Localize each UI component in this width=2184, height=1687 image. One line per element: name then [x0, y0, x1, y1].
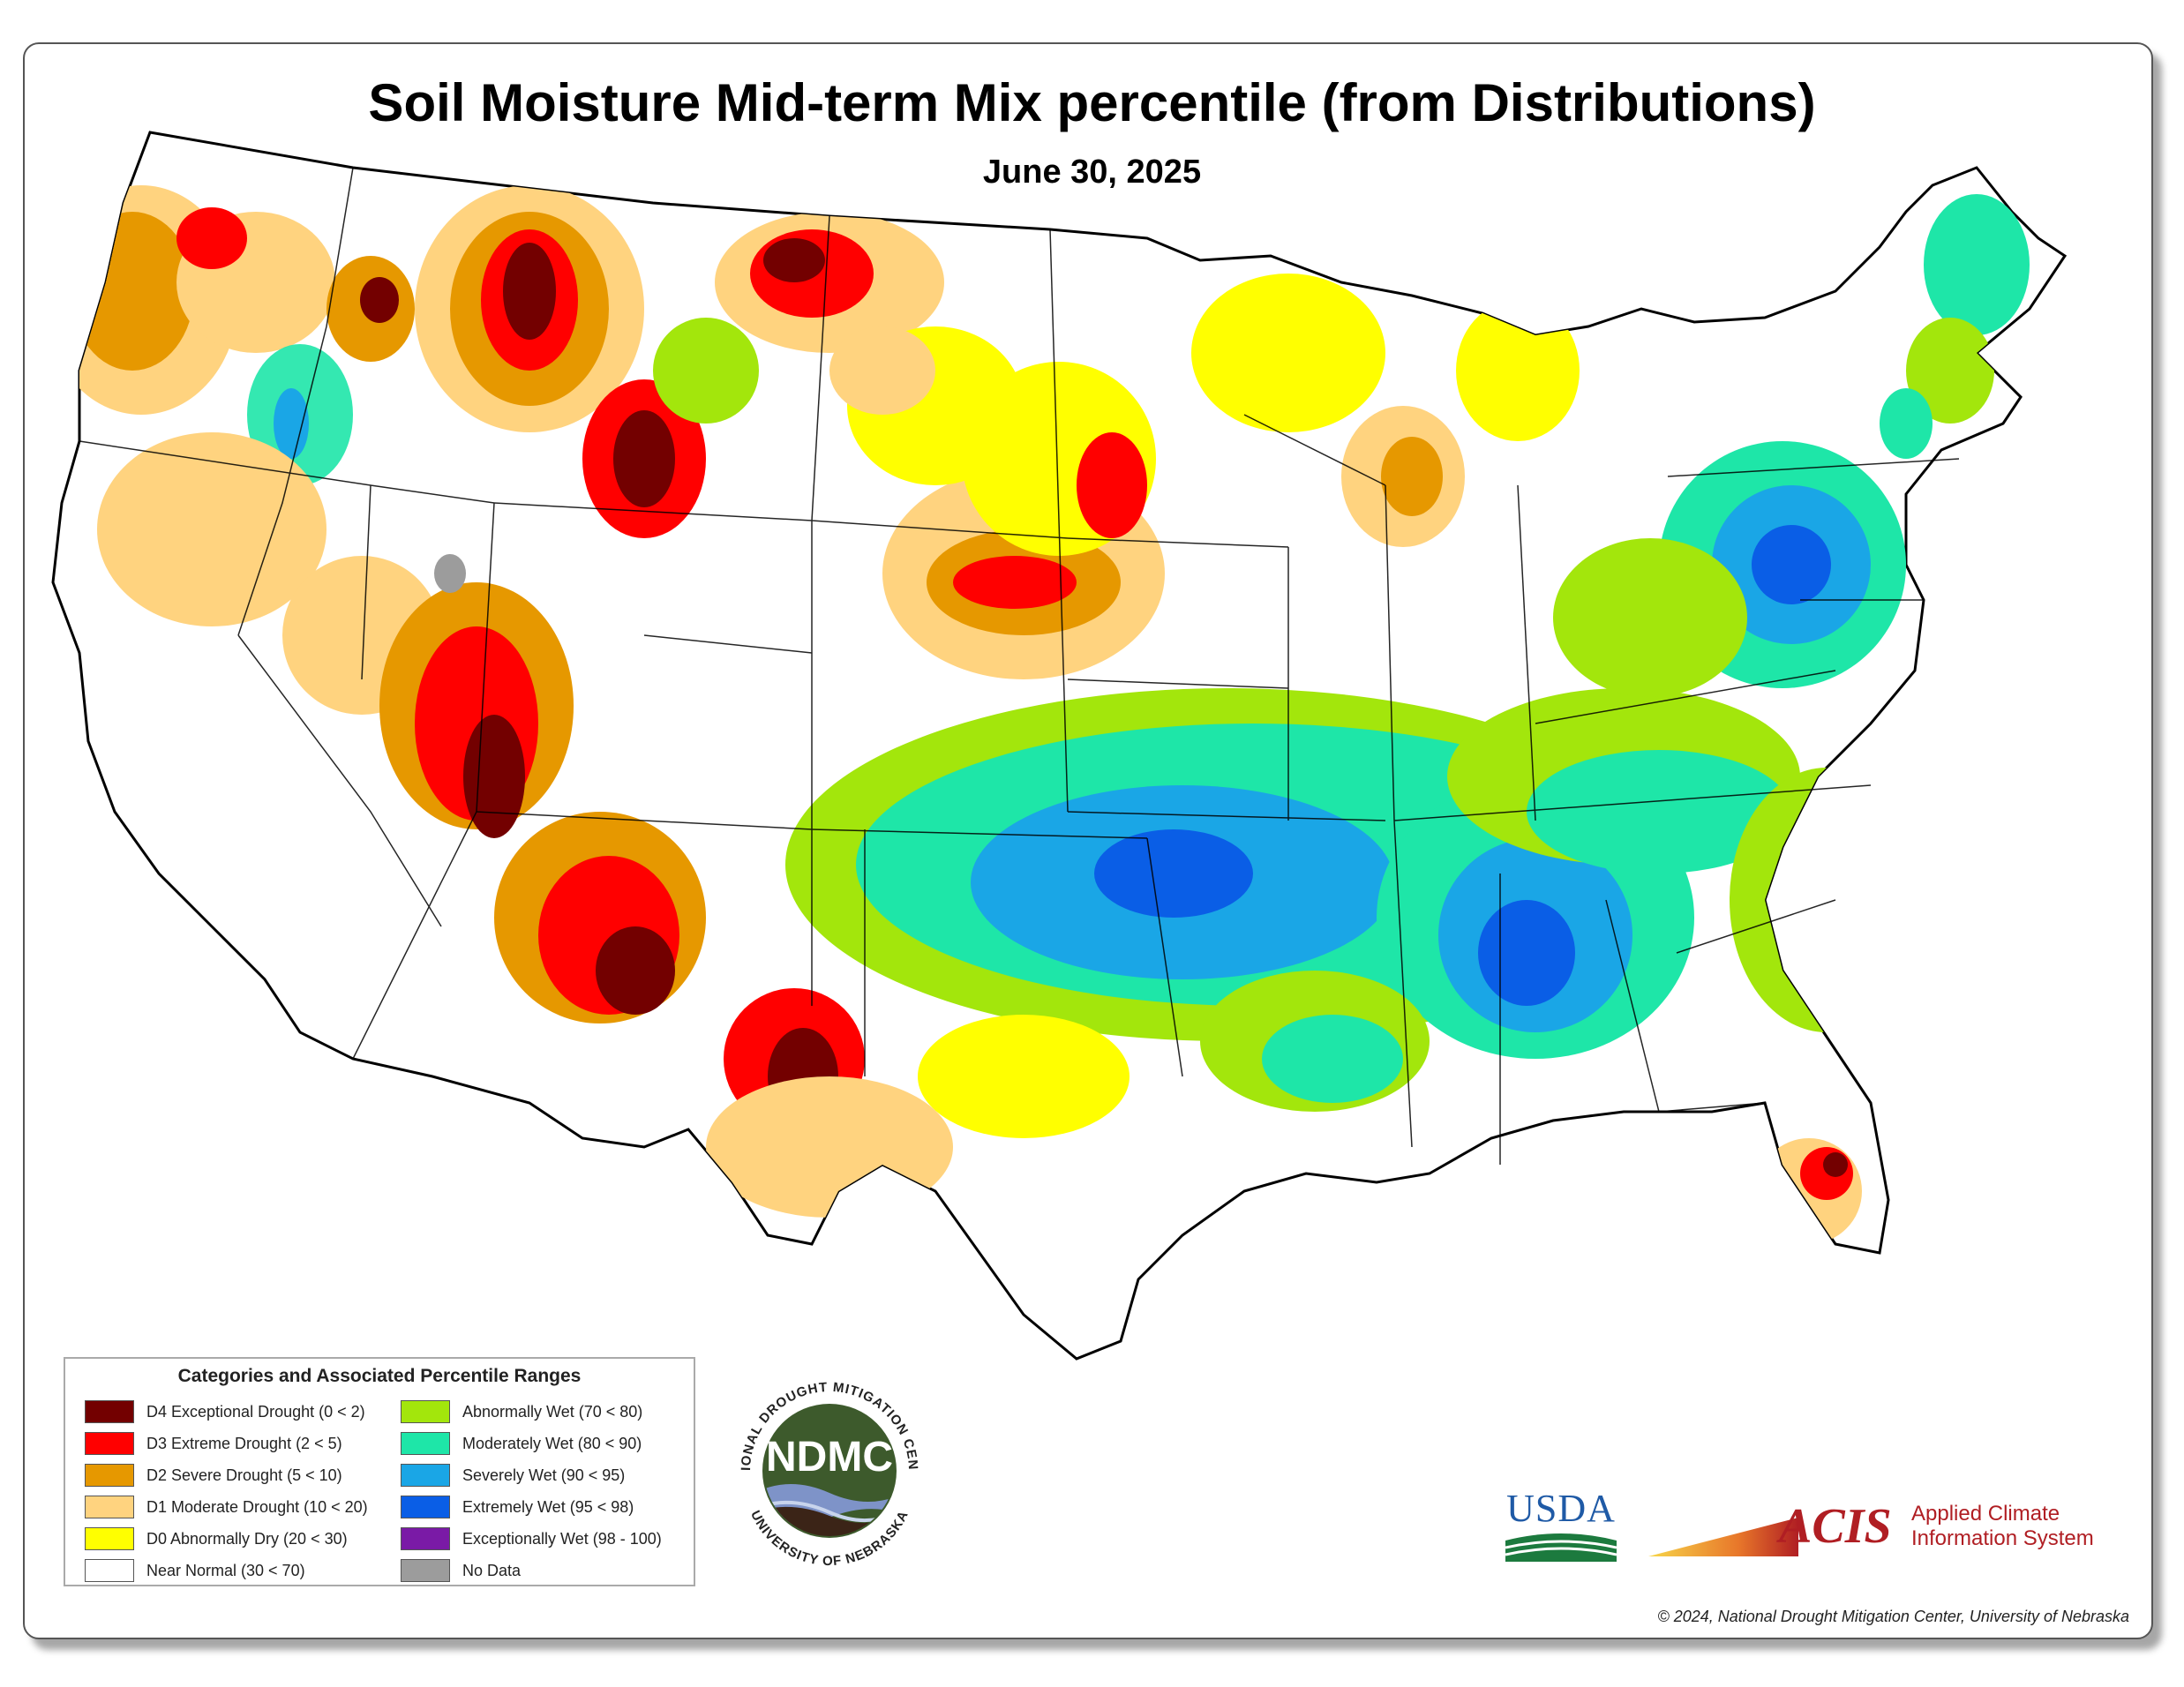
legend-label: Severely Wet (90 < 95) — [462, 1466, 626, 1484]
legend-swatch-w4 — [401, 1496, 450, 1518]
usda-logo: USDA — [1505, 1486, 1617, 1562]
map-date: June 30, 2025 — [982, 154, 1202, 191]
acis-abbr: ACIS — [1779, 1499, 1892, 1554]
legend-label: Extremely Wet (95 < 98) — [462, 1497, 634, 1516]
legend-item: Moderately Wet (80 < 90) — [401, 1428, 662, 1459]
legend-swatch-d3 — [85, 1432, 134, 1455]
legend-label: Abnormally Wet (70 < 80) — [462, 1402, 643, 1421]
legend-swatch-w2 — [401, 1432, 450, 1455]
legend-label: No Data — [462, 1561, 522, 1579]
legend-swatch-d0 — [85, 1527, 134, 1550]
legend-label: D3 Extreme Drought (2 < 5) — [146, 1434, 342, 1452]
legend-label: D4 Exceptional Drought (0 < 2) — [146, 1402, 365, 1421]
legend-label: Moderately Wet (80 < 90) — [462, 1434, 642, 1452]
ndmc-logo: NDMC NATIONAL DROUGHT MITIGATION CENTER … — [719, 1361, 919, 1569]
legend-item: Near Normal (30 < 70) — [85, 1555, 368, 1586]
legend-item: D2 Severe Drought (5 < 10) — [85, 1459, 368, 1491]
legend: Categories and Associated Percentile Ran… — [64, 1357, 695, 1586]
acis-logo: ACIS Applied Climate Information System — [1648, 1498, 2107, 1569]
usda-hills-icon — [1505, 1533, 1617, 1562]
legend-swatch-w5 — [401, 1527, 450, 1550]
legend-item: Extremely Wet (95 < 98) — [401, 1491, 662, 1523]
acis-name: Applied Climate Information System — [1911, 1502, 2094, 1551]
legend-swatch-d2 — [85, 1464, 134, 1487]
legend-item: Exceptionally Wet (98 - 100) — [401, 1523, 662, 1555]
legend-item: D0 Abnormally Dry (20 < 30) — [85, 1523, 368, 1555]
legend-label: Exceptionally Wet (98 - 100) — [462, 1529, 662, 1548]
legend-item: Abnormally Wet (70 < 80) — [401, 1396, 662, 1428]
legend-swatch-w3 — [401, 1464, 450, 1487]
legend-label: D1 Moderate Drought (10 < 20) — [146, 1497, 368, 1516]
legend-swatch-normal — [85, 1559, 134, 1582]
acis-line1: Applied Climate — [1911, 1502, 2060, 1526]
legend-label: D0 Abnormally Dry (20 < 30) — [146, 1529, 348, 1548]
acis-wedge-icon — [1648, 1518, 1798, 1556]
ndmc-abbr: NDMC — [766, 1434, 893, 1481]
legend-item: No Data — [401, 1555, 662, 1586]
legend-label: Near Normal (30 < 70) — [146, 1561, 305, 1579]
legend-drought-column: D4 Exceptional Drought (0 < 2) D3 Extrem… — [85, 1396, 368, 1586]
legend-swatch-nodata — [401, 1559, 450, 1582]
legend-item: D4 Exceptional Drought (0 < 2) — [85, 1396, 368, 1428]
soil-moisture-map — [51, 131, 2067, 1361]
legend-title: Categories and Associated Percentile Ran… — [177, 1366, 582, 1386]
legend-swatch-d4 — [85, 1400, 134, 1423]
map-title: Soil Moisture Mid-term Mix percentile (f… — [368, 73, 1816, 132]
legend-item: Severely Wet (90 < 95) — [401, 1459, 662, 1491]
legend-label: D2 Severe Drought (5 < 10) — [146, 1466, 342, 1484]
legend-wet-column: Abnormally Wet (70 < 80) Moderately Wet … — [401, 1396, 662, 1586]
legend-item: D1 Moderate Drought (10 < 20) — [85, 1491, 368, 1523]
legend-item: D3 Extreme Drought (2 < 5) — [85, 1428, 368, 1459]
legend-swatch-d1 — [85, 1496, 134, 1518]
usda-text: USDA — [1506, 1487, 1616, 1530]
acis-line2: Information System — [1911, 1526, 2094, 1550]
legend-swatch-w1 — [401, 1400, 450, 1423]
copyright: © 2024, National Drought Mitigation Cent… — [1657, 1608, 2129, 1625]
